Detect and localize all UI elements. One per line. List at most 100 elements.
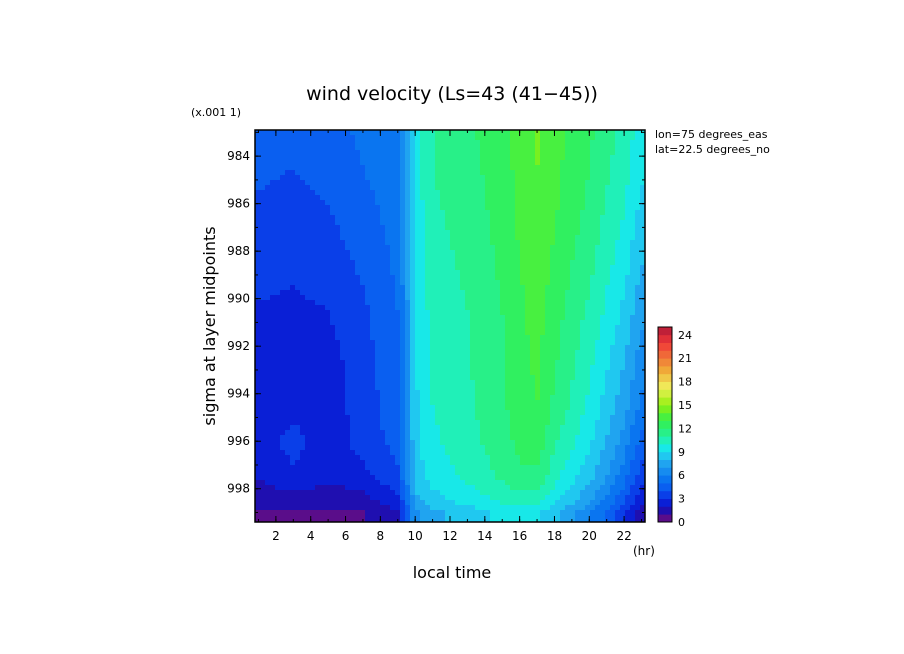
heatmap-cell	[525, 245, 531, 251]
heatmap-cell	[585, 310, 591, 316]
heatmap-cell	[315, 370, 321, 376]
heatmap-cell	[620, 330, 626, 336]
heatmap-cell	[390, 205, 396, 211]
heatmap-cell	[380, 245, 386, 251]
heatmap-cell	[530, 355, 536, 361]
heatmap-cell	[415, 270, 421, 276]
heatmap-cell	[280, 295, 286, 301]
heatmap-cell	[335, 325, 341, 331]
heatmap-cell	[335, 380, 341, 386]
heatmap-cell	[330, 285, 336, 291]
heatmap-cell	[445, 295, 451, 301]
heatmap-cell	[515, 315, 521, 321]
heatmap-cell	[540, 195, 546, 201]
heatmap-cell	[585, 280, 591, 286]
heatmap-cell	[615, 230, 621, 236]
heatmap-cell	[460, 415, 466, 421]
heatmap-cell	[600, 360, 606, 366]
heatmap-cell	[525, 290, 531, 296]
heatmap-cell	[385, 170, 391, 176]
heatmap-cell	[410, 360, 416, 366]
heatmap-cell	[520, 145, 526, 151]
heatmap-cell	[580, 280, 586, 286]
heatmap-cell	[420, 335, 426, 341]
heatmap-cell	[470, 145, 476, 151]
heatmap-cell	[635, 420, 641, 426]
heatmap-cell	[540, 410, 546, 416]
heatmap-cell	[510, 435, 516, 441]
heatmap-cell	[455, 190, 461, 196]
heatmap-cell	[485, 395, 491, 401]
heatmap-cell	[320, 275, 326, 281]
heatmap-cell	[355, 310, 361, 316]
heatmap-cell	[435, 400, 441, 406]
heatmap-cell	[525, 370, 531, 376]
heatmap-cell	[285, 420, 291, 426]
heatmap-cell	[425, 405, 431, 411]
heatmap-cell	[355, 390, 361, 396]
heatmap-cell	[390, 150, 396, 156]
heatmap-cell	[430, 410, 436, 416]
heatmap-cell	[455, 315, 461, 321]
heatmap-cell	[360, 255, 366, 261]
heatmap-cell	[495, 195, 501, 201]
heatmap-cell	[315, 400, 321, 406]
heatmap-cell	[620, 320, 626, 326]
heatmap-cell	[575, 225, 581, 231]
heatmap-cell	[385, 315, 391, 321]
heatmap-cell	[545, 440, 551, 446]
heatmap-cell	[635, 165, 641, 171]
heatmap-cell	[385, 325, 391, 331]
heatmap-cell	[340, 440, 346, 446]
heatmap-cell	[610, 150, 616, 156]
heatmap-cell	[590, 285, 596, 291]
heatmap-cell	[310, 360, 316, 366]
heatmap-cell	[595, 140, 601, 146]
heatmap-cell	[280, 160, 286, 166]
heatmap-cell	[625, 195, 631, 201]
heatmap-cell	[435, 195, 441, 201]
heatmap-cell	[435, 330, 441, 336]
heatmap-cell	[460, 235, 466, 241]
heatmap-cell	[330, 275, 336, 281]
heatmap-cell	[480, 130, 486, 136]
heatmap-cell	[310, 285, 316, 291]
heatmap-cell	[475, 440, 481, 446]
heatmap-cell	[470, 330, 476, 336]
heatmap-cell	[265, 435, 271, 441]
heatmap-cell	[505, 205, 511, 211]
heatmap-cell	[610, 345, 616, 351]
heatmap-cell	[490, 240, 496, 246]
heatmap-cell	[445, 140, 451, 146]
heatmap-cell	[600, 240, 606, 246]
heatmap-cell	[530, 245, 536, 251]
heatmap-cell	[535, 240, 541, 246]
heatmap-cell	[595, 135, 601, 141]
heatmap-cell	[400, 300, 406, 306]
heatmap-cell	[335, 365, 341, 371]
heatmap-cell	[495, 340, 501, 346]
heatmap-cell	[575, 285, 581, 291]
heatmap-cell	[435, 255, 441, 261]
heatmap-cell	[435, 170, 441, 176]
heatmap-cell	[355, 365, 361, 371]
heatmap-cell	[285, 225, 291, 231]
heatmap-cell	[365, 395, 371, 401]
heatmap-cell	[490, 150, 496, 156]
heatmap-cell	[535, 375, 541, 381]
heatmap-cell	[550, 360, 556, 366]
heatmap-cell	[450, 260, 456, 266]
heatmap-cell	[585, 235, 591, 241]
heatmap-cell	[320, 245, 326, 251]
heatmap-cell	[595, 395, 601, 401]
heatmap-cell	[460, 315, 466, 321]
heatmap-cell	[465, 445, 471, 451]
heatmap-cell	[525, 410, 531, 416]
heatmap-cell	[360, 180, 366, 186]
heatmap-cell	[580, 215, 586, 221]
heatmap-cell	[490, 160, 496, 166]
heatmap-cell	[520, 135, 526, 141]
heatmap-cell	[335, 295, 341, 301]
heatmap-cell	[530, 345, 536, 351]
heatmap-cell	[295, 380, 301, 386]
